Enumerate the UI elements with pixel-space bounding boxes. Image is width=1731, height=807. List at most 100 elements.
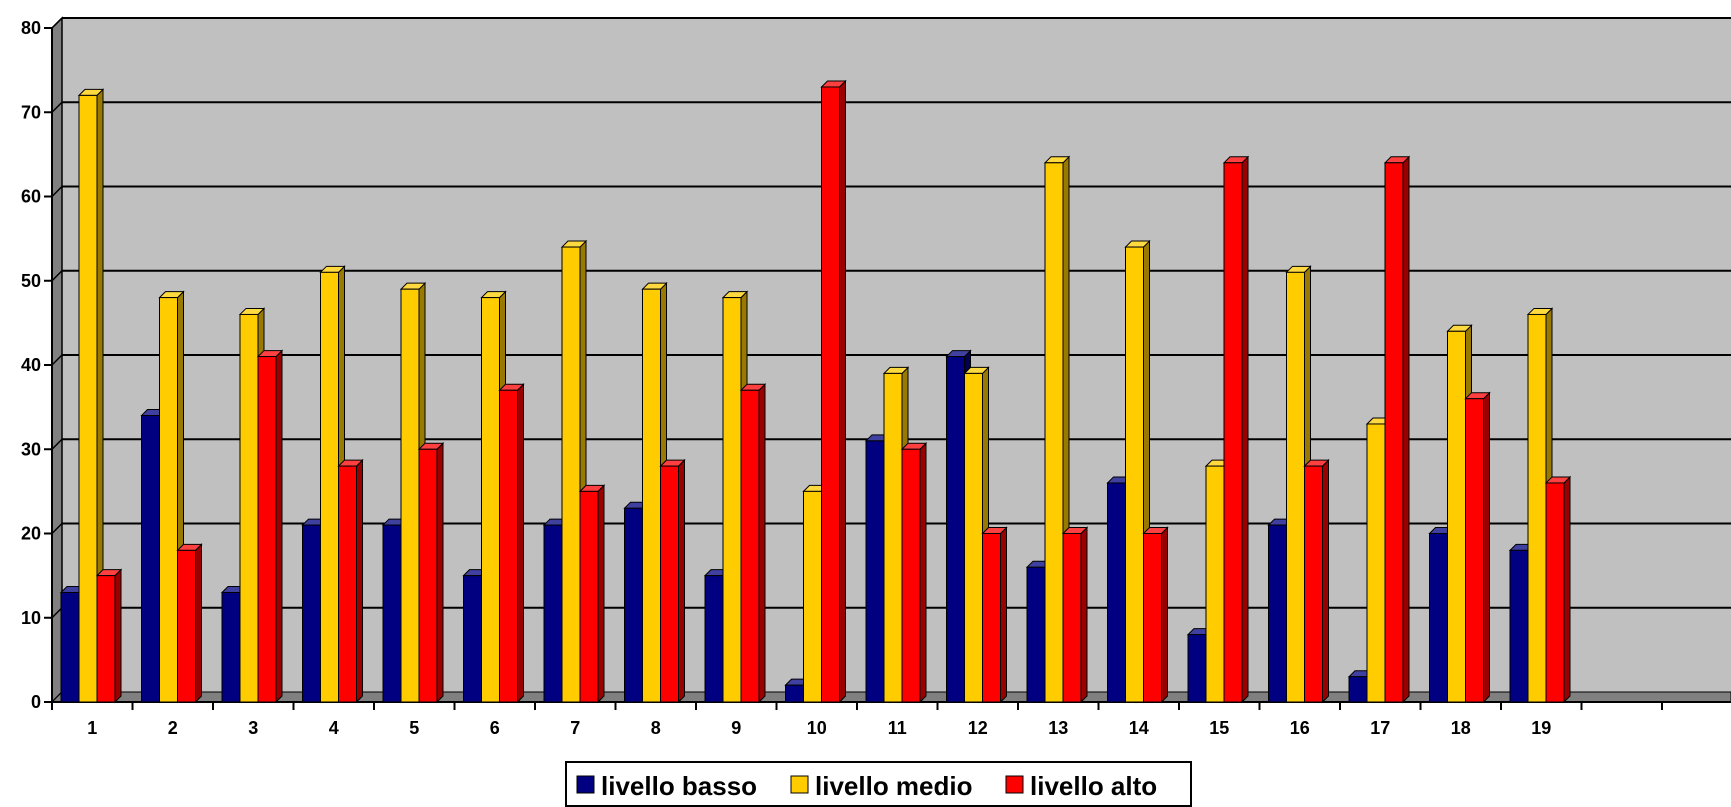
bar-front <box>660 465 679 703</box>
bar-livello-medio-1 <box>77 88 105 704</box>
bar-side <box>114 568 122 704</box>
x-tick-label: 16 <box>1290 718 1310 738</box>
bar-front <box>338 465 357 703</box>
bar-front <box>1348 676 1368 703</box>
bar-side <box>1563 475 1571 704</box>
bar-front <box>302 524 321 703</box>
bar-side <box>1000 526 1007 704</box>
bar-front <box>642 288 661 703</box>
bar-livello-alto-19 <box>1544 475 1572 704</box>
bar-livello-alto-16 <box>1303 458 1330 704</box>
x-tick-label: 14 <box>1129 718 1149 738</box>
bar-livello-alto-12 <box>981 526 1008 704</box>
bar-livello-alto-17 <box>1383 155 1411 704</box>
bar-front <box>463 575 482 703</box>
bar-front <box>257 356 277 703</box>
gridline-side <box>51 101 63 113</box>
bar-livello-alto-10 <box>820 79 847 704</box>
bar-front <box>499 389 518 703</box>
bar-front <box>1223 162 1243 703</box>
y-tick-label: 50 <box>21 271 41 291</box>
legend-swatch-livello-medio <box>790 775 809 794</box>
legend-label-livello-alto: livello alto <box>1030 771 1157 801</box>
bar-side <box>275 349 283 704</box>
bar-front <box>1205 465 1225 703</box>
y-tick-label: 70 <box>21 102 41 122</box>
x-tick-label: 3 <box>248 718 258 738</box>
gridline-side <box>51 354 63 366</box>
bar-front <box>1107 482 1126 703</box>
y-axis: 0 10 20 30 40 50 60 70 80 <box>21 18 53 712</box>
bar-livello-medio-12 <box>963 366 990 704</box>
bar-livello-alto-7 <box>578 484 606 704</box>
y-tick-label: 80 <box>21 18 41 38</box>
bar-front <box>320 271 339 703</box>
bar-front <box>1509 549 1529 703</box>
bar-front <box>1044 162 1064 703</box>
bar-front <box>159 297 178 703</box>
bar-side <box>356 458 363 704</box>
bar-front <box>1062 533 1082 703</box>
bar-front <box>382 524 402 703</box>
x-tick-label: 10 <box>807 718 827 738</box>
bar-front <box>1429 533 1448 703</box>
x-tick-label: 4 <box>329 718 339 738</box>
bar-side <box>195 543 202 704</box>
x-tick-label: 17 <box>1370 718 1390 738</box>
bar-front <box>803 490 822 703</box>
bar-front <box>177 549 196 703</box>
bar-front <box>1026 566 1046 703</box>
bar-livello-alto-11 <box>900 442 928 704</box>
legend: livello basso livello medio livello alto <box>565 761 1192 807</box>
x-tick-label: 5 <box>409 718 419 738</box>
y-tick-label: 0 <box>31 692 41 712</box>
y-tick-label: 40 <box>21 355 41 375</box>
x-tick-label: 12 <box>968 718 988 738</box>
x-tick-label: 18 <box>1451 718 1471 738</box>
bar-side <box>1402 155 1410 704</box>
bar-front <box>964 372 983 703</box>
x-tick-label: 8 <box>651 718 661 738</box>
bar-front <box>561 246 581 703</box>
bar-front <box>982 533 1001 703</box>
x-tick-label: 19 <box>1531 718 1551 738</box>
bar-front <box>543 524 563 703</box>
x-tick-label: 13 <box>1048 718 1068 738</box>
bar-livello-alto-15 <box>1222 155 1250 704</box>
bar-front <box>579 490 599 703</box>
legend-swatch-livello-alto <box>1005 775 1024 794</box>
bar-livello-alto-5 <box>417 442 445 704</box>
gridline-side <box>51 270 63 282</box>
bar-front <box>418 448 438 703</box>
bar-livello-alto-3 <box>256 349 284 704</box>
bar-front <box>1465 398 1484 703</box>
x-tick-label: 2 <box>168 718 178 738</box>
bar-front <box>624 507 643 703</box>
y-tick-label: 60 <box>21 187 41 207</box>
legend-label-livello-basso: livello basso <box>601 771 757 801</box>
x-tick-label: 1 <box>87 718 97 738</box>
y-tick-label: 20 <box>21 524 41 544</box>
bar-side <box>1322 458 1329 704</box>
bar-front <box>141 415 160 703</box>
bar-front <box>1447 330 1466 703</box>
bar-side <box>758 383 766 704</box>
x-tick-label: 15 <box>1209 718 1229 738</box>
bar-front <box>1187 634 1207 703</box>
bar-front <box>1384 162 1404 703</box>
bar-front <box>1366 423 1386 703</box>
bar-front <box>1286 271 1305 703</box>
bar-livello-alto-1 <box>95 568 123 704</box>
bar-side <box>597 484 605 704</box>
bar-front <box>1527 313 1547 703</box>
gridline-side <box>51 438 63 450</box>
bar-side <box>1241 155 1249 704</box>
bar-side <box>919 442 927 704</box>
gridline-side <box>51 607 63 619</box>
bar-livello-alto-9 <box>739 383 767 704</box>
bar-side <box>1080 526 1088 704</box>
bar-front <box>865 440 885 703</box>
legend-swatch-livello-basso <box>576 775 595 794</box>
bar-side <box>839 79 846 704</box>
bar-front <box>883 372 903 703</box>
